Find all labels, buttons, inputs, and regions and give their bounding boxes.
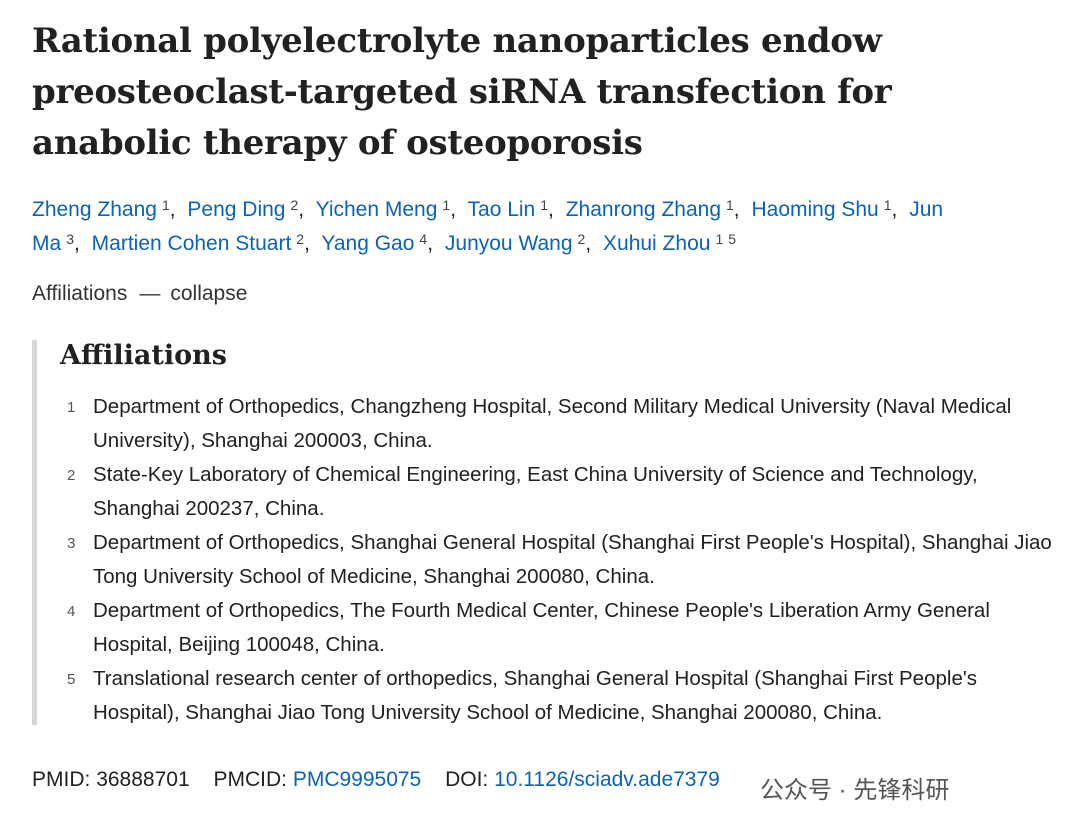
doi-link[interactable]: 10.1126/sciadv.ade7379 — [494, 768, 720, 791]
author-name[interactable]: Yang Gao — [321, 232, 415, 255]
author-affiliation-number[interactable]: 5 — [728, 231, 737, 247]
author-affiliation-number[interactable]: 1 — [540, 197, 549, 213]
author-name[interactable]: Tao Lin — [467, 198, 536, 221]
toggle-label: Affiliations — [32, 282, 128, 305]
affiliation-text: State-Key Laboratory of Chemical Enginee… — [93, 463, 978, 520]
pmcid-label: PMCID: — [213, 768, 287, 791]
author-name[interactable]: Yichen Meng — [315, 198, 438, 221]
affiliation-text: Department of Orthopedics, Shanghai Gene… — [93, 531, 1052, 588]
affiliations-heading: Affiliations — [60, 340, 227, 371]
affiliation-number: 5 — [67, 671, 76, 688]
affiliation-item: 2 State-Key Laboratory of Chemical Engine… — [37, 458, 1057, 526]
affiliation-item: 1 Department of Orthopedics, Changzheng H… — [37, 390, 1057, 458]
author-affiliation-number[interactable]: 1 — [726, 197, 734, 213]
author-separator: , — [304, 232, 310, 255]
toggle-icon: — — [139, 282, 161, 305]
author-list: Zheng Zhang 1, Peng Ding 2, Yichen Meng 1, … — [32, 193, 992, 261]
affiliation-text: Department of Orthopedics, The Fourth Me… — [93, 599, 990, 656]
affiliation-number: 2 — [67, 467, 76, 484]
author-separator: , — [585, 232, 592, 255]
pmcid-link[interactable]: PMC9995075 — [292, 768, 422, 791]
author-affiliation-number[interactable]: 2 — [296, 231, 305, 247]
affiliation-text: Translational research center of orthope… — [93, 667, 978, 724]
author-affiliation-number[interactable]: 1 — [715, 231, 724, 247]
affiliation-item: 5 Translational research center of orthop… — [37, 662, 1057, 730]
author-separator: , — [169, 198, 176, 221]
pmid-label: PMID: — [32, 768, 91, 791]
author-affiliation-number[interactable]: 2 — [290, 197, 299, 213]
author-name[interactable]: Haoming Shu — [751, 198, 879, 221]
affiliation-item: 3 Department of Orthopedics, Shanghai Gen… — [37, 526, 1057, 594]
author-separator: , — [891, 198, 898, 221]
author-name[interactable]: Zheng Zhang — [32, 198, 157, 221]
author-name[interactable]: Peng Ding — [187, 198, 286, 221]
author-affiliation-number[interactable]: 3 — [66, 231, 74, 247]
author-affiliation-number[interactable]: 1 — [161, 197, 170, 213]
author-separator: , — [450, 198, 457, 221]
author-affiliation-number[interactable]: 4 — [419, 231, 428, 247]
author-name[interactable]: Martien Cohen Stuart — [91, 232, 292, 255]
watermark: 公众号 · 先锋科研 — [760, 777, 950, 804]
author-separator: , — [548, 198, 554, 221]
doi-label: DOI: — [445, 768, 489, 791]
affiliation-item: 4 Department of Orthopedics, The Fourth M… — [37, 594, 1057, 662]
affiliation-number: 4 — [67, 603, 76, 620]
affiliations-toggle[interactable]: Affiliations — collapse — [32, 282, 247, 306]
author-affiliation-number[interactable]: 1 — [442, 197, 451, 213]
toggle-action: collapse — [170, 282, 248, 305]
affiliation-list: 1 Department of Orthopedics, Changzheng H… — [37, 390, 1057, 730]
affiliation-text: Department of Orthopedics, Changzheng Ho… — [93, 395, 1012, 452]
affiliation-number: 1 — [67, 399, 76, 416]
author-separator: , — [73, 232, 80, 255]
author-affiliation-number[interactable]: 2 — [577, 231, 586, 247]
author-separator: , — [298, 198, 305, 221]
author-name[interactable]: Zhanrong Zhang — [565, 198, 721, 221]
article-title: Rational polyelectrolyte nanoparticles e… — [32, 21, 892, 163]
pmid: 36888701 — [96, 768, 190, 791]
author-name[interactable]: Xuhui Zhou — [603, 232, 711, 255]
author-separator: , — [733, 198, 740, 221]
affiliation-number: 3 — [67, 535, 76, 552]
author-separator: , — [427, 232, 434, 255]
author-name[interactable]: Jun Ma — [32, 198, 944, 255]
affiliations-panel: Affiliations 1 Department of Orthopedics,… — [32, 340, 1057, 725]
author-name[interactable]: Junyou Wang — [444, 232, 573, 255]
identifiers: PMID: 36888701 PMCID: PMC9995075 DOI: 10… — [32, 768, 720, 792]
author-affiliation-number[interactable]: 1 — [883, 197, 892, 213]
